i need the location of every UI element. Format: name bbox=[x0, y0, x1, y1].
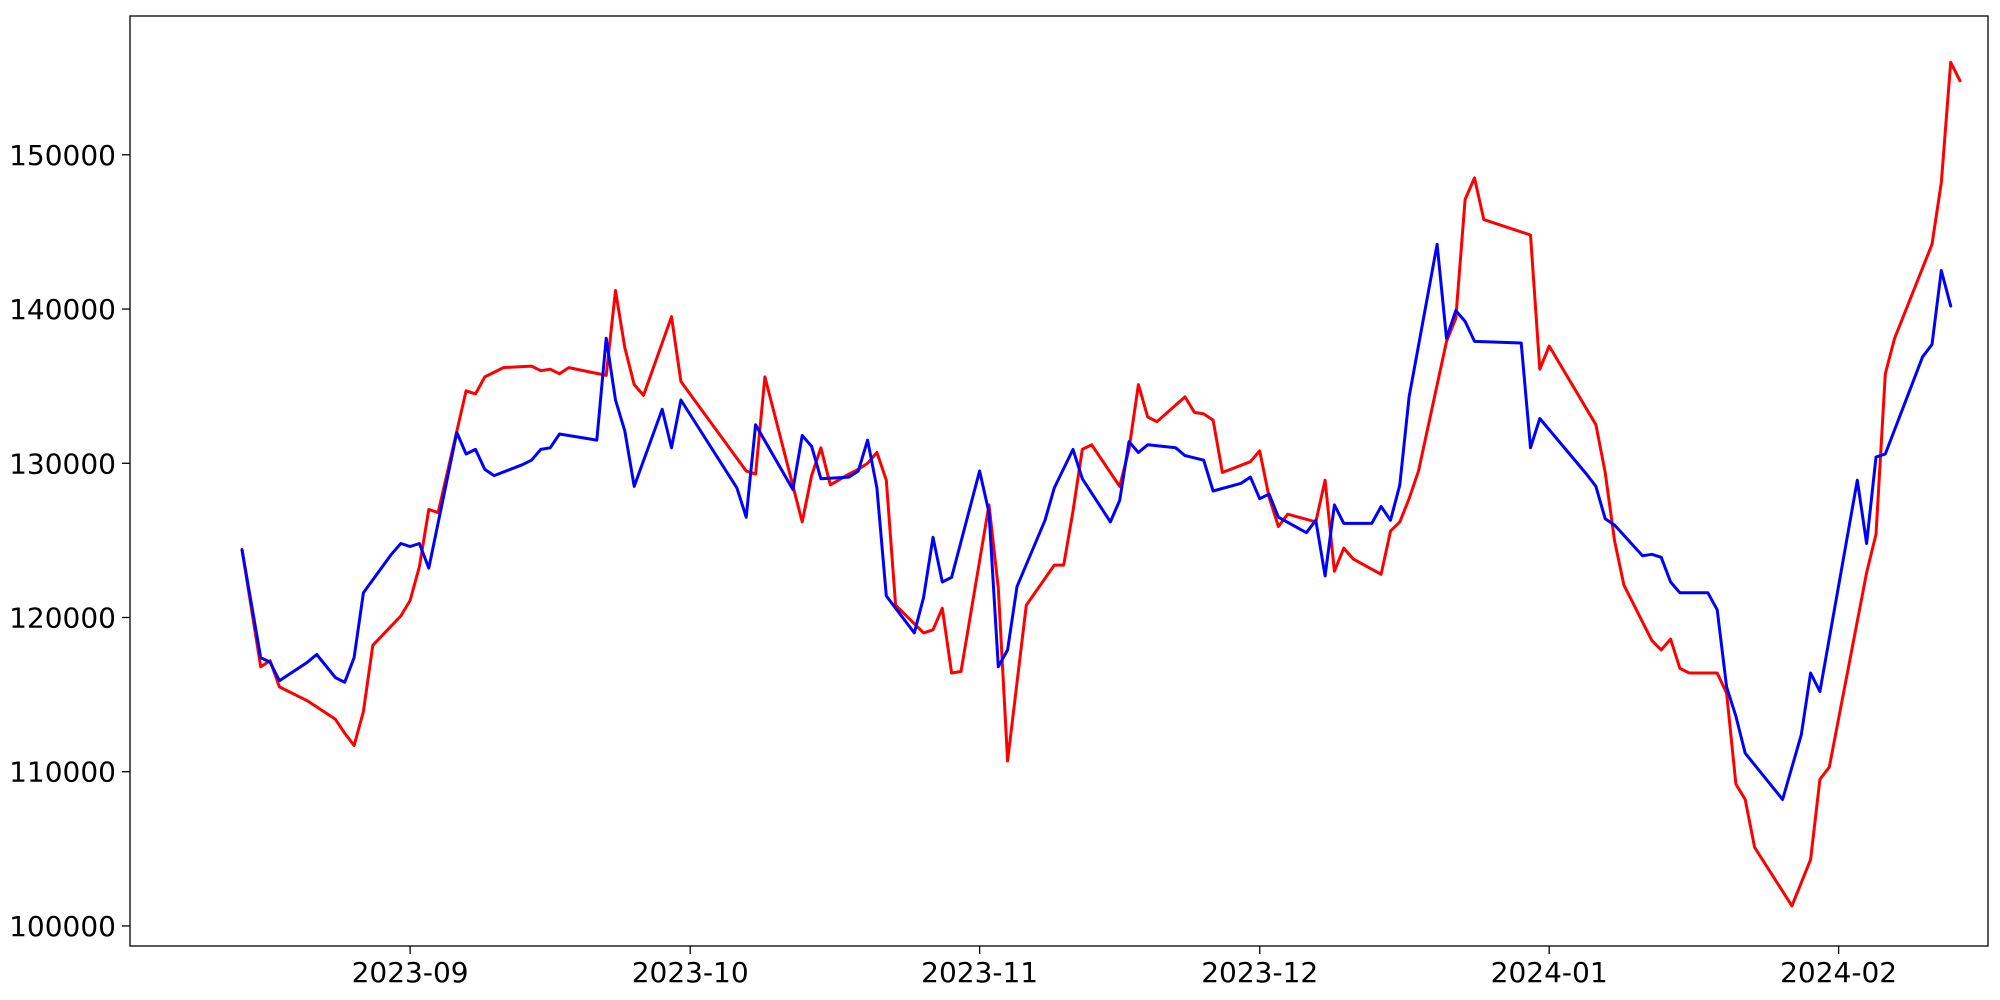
series-1-line bbox=[240, 60, 1962, 908]
x-tick-label: 2023-09 bbox=[352, 956, 469, 989]
x-tick-label: 2024-02 bbox=[1780, 956, 1897, 989]
y-tick-label: 100000 bbox=[9, 910, 116, 943]
y-tick-label: 130000 bbox=[9, 447, 116, 480]
y-tick-label: 120000 bbox=[9, 601, 116, 634]
y-tick-label: 150000 bbox=[9, 139, 116, 172]
x-tick-label: 2023-10 bbox=[632, 956, 749, 989]
x-axis: 2023-09 2023-10 2023-11 2023-12 2024-01 2024-… bbox=[352, 946, 1897, 989]
series-layer bbox=[240, 60, 1962, 908]
x-tick-label: 2023-12 bbox=[1201, 956, 1318, 989]
y-tick-label: 110000 bbox=[9, 756, 116, 789]
y-axis: 100000 110000 120000 130000 140000 150000 bbox=[9, 139, 130, 943]
x-tick-label: 2023-11 bbox=[921, 956, 1038, 989]
series-2-line bbox=[240, 242, 1953, 801]
y-tick-label: 140000 bbox=[9, 293, 116, 326]
x-tick-label: 2024-01 bbox=[1491, 956, 1608, 989]
plot-area-frame bbox=[129, 15, 1989, 947]
